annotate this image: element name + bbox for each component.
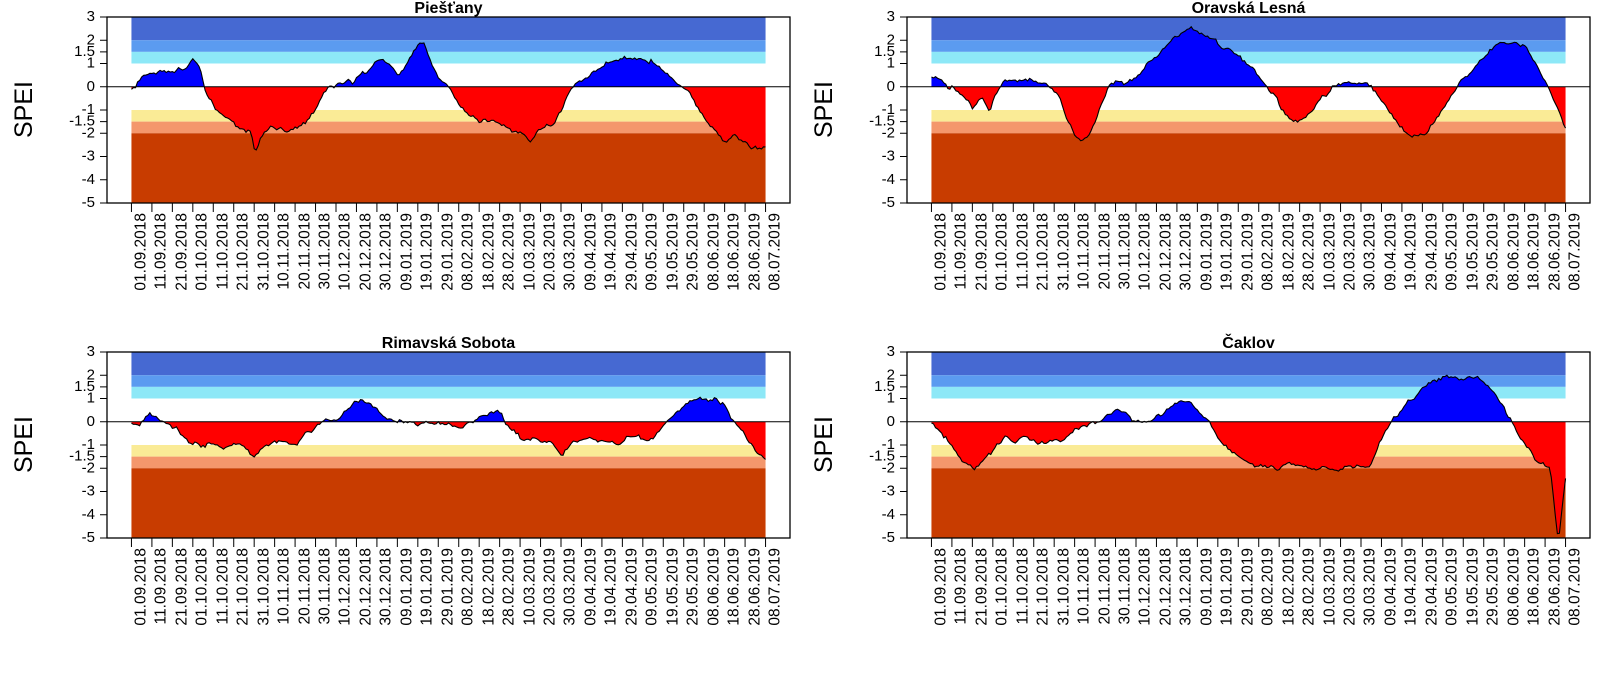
svg-text:0: 0 [87, 413, 95, 430]
svg-text:1: 1 [87, 390, 95, 407]
svg-text:-3: -3 [82, 148, 95, 165]
svg-text:-5: -5 [882, 194, 895, 211]
svg-text:-5: -5 [82, 529, 95, 546]
svg-text:0: 0 [887, 413, 895, 430]
svg-text:-4: -4 [882, 171, 895, 188]
svg-text:-4: -4 [882, 506, 895, 523]
svg-text:-2: -2 [882, 459, 895, 476]
svg-text:-4: -4 [82, 506, 95, 523]
svg-text:0: 0 [87, 78, 95, 95]
svg-text:1: 1 [87, 55, 95, 72]
svg-text:3: 3 [887, 343, 895, 360]
svg-text:1: 1 [887, 55, 895, 72]
svg-text:-2: -2 [82, 459, 95, 476]
svg-text:-2: -2 [882, 124, 895, 141]
svg-text:-3: -3 [882, 483, 895, 500]
svg-text:-5: -5 [82, 194, 95, 211]
svg-text:-4: -4 [82, 171, 95, 188]
svg-text:3: 3 [87, 8, 95, 25]
svg-text:0: 0 [887, 78, 895, 95]
svg-text:3: 3 [887, 8, 895, 25]
svg-text:-2: -2 [82, 124, 95, 141]
svg-text:-5: -5 [882, 529, 895, 546]
svg-text:-3: -3 [82, 483, 95, 500]
svg-text:1: 1 [887, 390, 895, 407]
svg-text:-3: -3 [882, 148, 895, 165]
svg-text:3: 3 [87, 343, 95, 360]
